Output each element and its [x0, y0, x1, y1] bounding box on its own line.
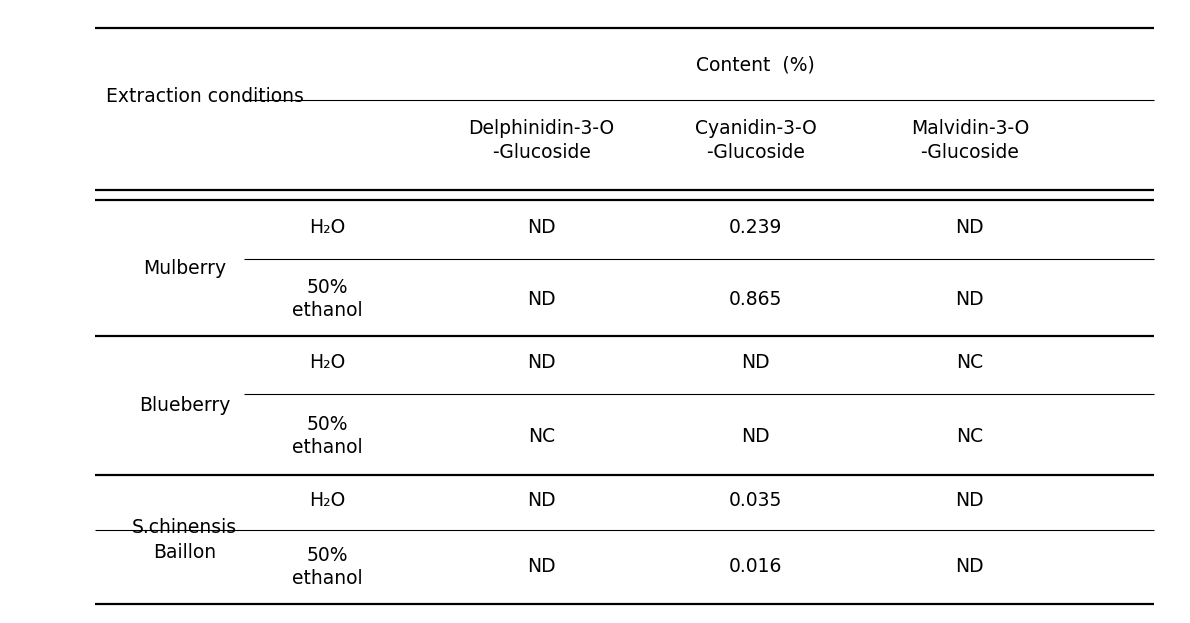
Text: ND: ND: [741, 427, 770, 445]
Text: ND: ND: [956, 290, 984, 308]
Text: NC: NC: [957, 427, 983, 445]
Text: Content  (%): Content (%): [696, 56, 815, 75]
Text: ND: ND: [527, 558, 556, 576]
Text: Blueberry: Blueberry: [139, 396, 230, 415]
Text: Cyanidin-3-O
-Glucoside: Cyanidin-3-O -Glucoside: [695, 118, 816, 162]
Text: 50%
ethanol: 50% ethanol: [292, 546, 363, 588]
Text: ND: ND: [956, 558, 984, 576]
Text: S.chinensis
Baillon: S.chinensis Baillon: [132, 518, 237, 561]
Text: 0.865: 0.865: [729, 290, 782, 308]
Text: Delphinidin-3-O
-Glucoside: Delphinidin-3-O -Glucoside: [469, 118, 614, 162]
Text: 0.239: 0.239: [729, 218, 782, 237]
Text: ND: ND: [527, 492, 556, 510]
Text: Malvidin-3-O
-Glucoside: Malvidin-3-O -Glucoside: [910, 118, 1029, 162]
Text: ND: ND: [956, 492, 984, 510]
Text: Extraction conditions: Extraction conditions: [106, 87, 305, 106]
Text: ND: ND: [956, 218, 984, 237]
Text: ND: ND: [527, 218, 556, 237]
Text: ND: ND: [527, 290, 556, 308]
Text: ND: ND: [741, 353, 770, 372]
Text: 0.016: 0.016: [729, 558, 782, 576]
Text: 0.035: 0.035: [729, 492, 782, 510]
Text: Mulberry: Mulberry: [143, 259, 226, 278]
Text: H₂O: H₂O: [309, 353, 345, 372]
Text: 50%
ethanol: 50% ethanol: [292, 278, 363, 320]
Text: 50%
ethanol: 50% ethanol: [292, 415, 363, 457]
Text: ND: ND: [527, 353, 556, 372]
Text: NC: NC: [528, 427, 555, 445]
Text: NC: NC: [957, 353, 983, 372]
Text: H₂O: H₂O: [309, 218, 345, 237]
Text: H₂O: H₂O: [309, 492, 345, 510]
